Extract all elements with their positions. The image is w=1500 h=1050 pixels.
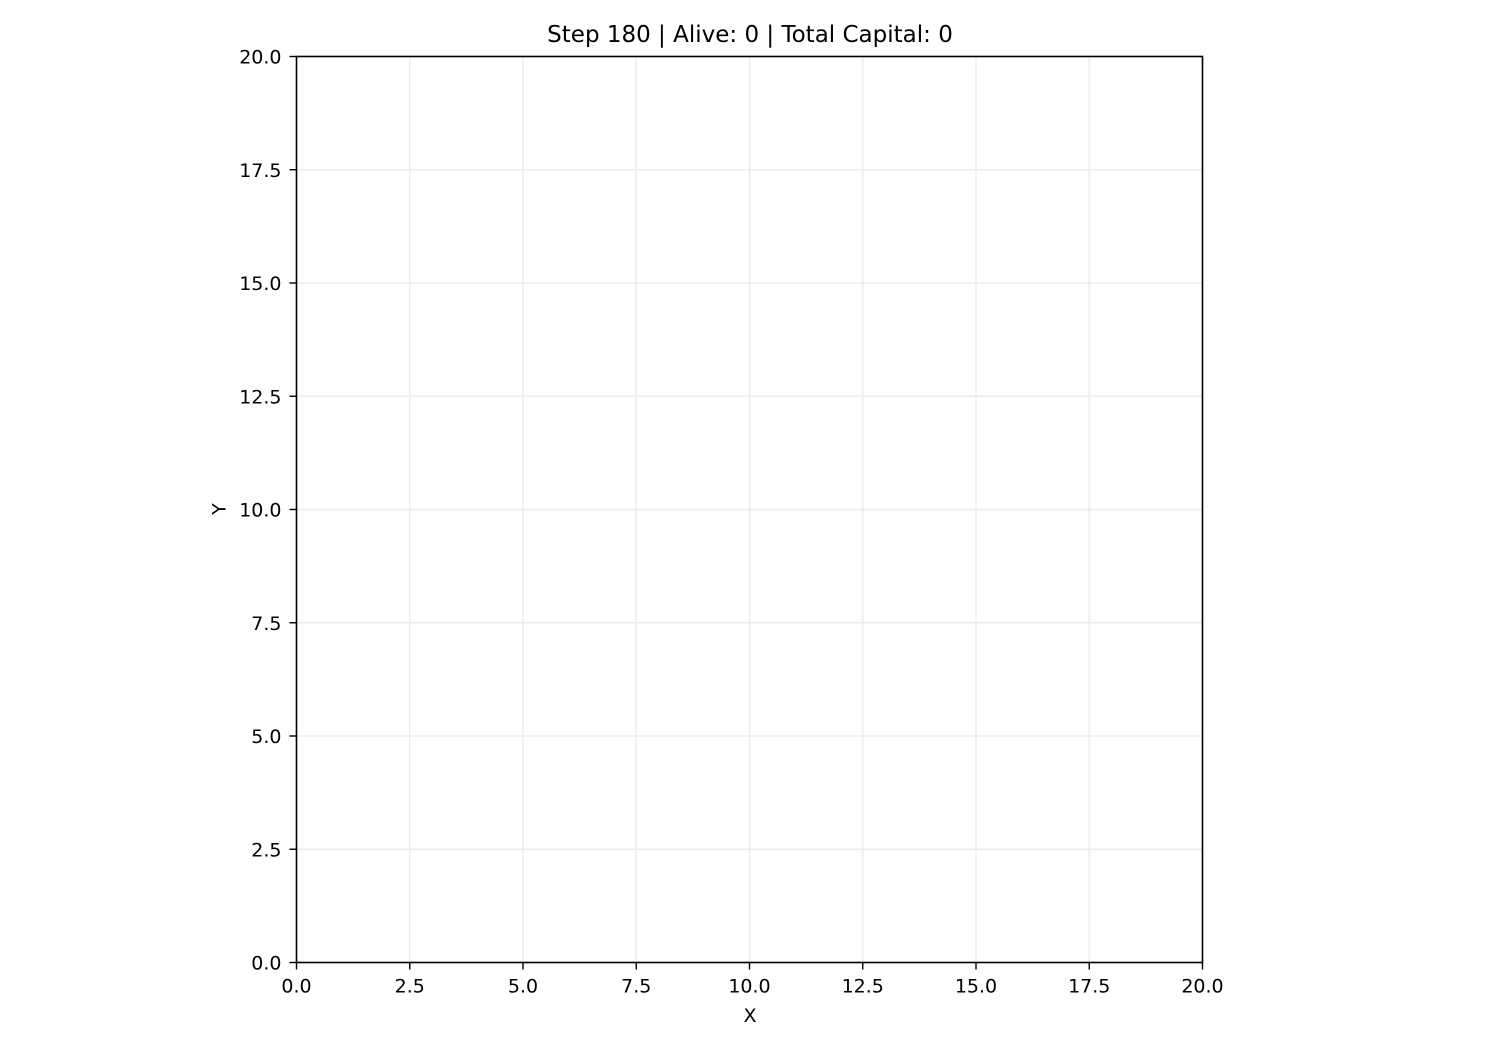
x-tick-label: 10.0	[728, 976, 770, 998]
y-tick-label: 17.5	[239, 160, 281, 182]
x-tick-label: 12.5	[842, 976, 884, 998]
x-tick-label: 20.0	[1181, 976, 1223, 998]
x-axis-ticks: 0.0 2.5 5.0 7.5 10.0 12.5 15.0 17.5 20.0	[281, 962, 1224, 998]
y-tick-label: 12.5	[239, 386, 281, 408]
chart-title: Step 180 | Alive: 0 | Total Capital: 0	[547, 22, 953, 48]
x-tick-label: 2.5	[395, 976, 425, 998]
y-axis-ticks: 0.0 2.5 5.0 7.5 10.0 12.5 15.0 17.5 20.0	[239, 47, 297, 975]
y-tick-label: 10.0	[239, 500, 281, 522]
y-tick-label: 0.0	[251, 953, 281, 975]
y-tick-label: 2.5	[251, 839, 281, 861]
y-tick-label: 15.0	[239, 273, 281, 295]
y-tick-label: 5.0	[251, 726, 281, 748]
x-tick-label: 5.0	[508, 976, 538, 998]
x-tick-label: 0.0	[281, 976, 311, 998]
y-axis-label: Y	[209, 503, 231, 516]
x-tick-label: 15.0	[955, 976, 997, 998]
y-tick-label: 7.5	[251, 613, 281, 635]
x-tick-label: 7.5	[621, 976, 651, 998]
x-axis-label: X	[743, 1005, 756, 1027]
y-tick-label: 20.0	[239, 47, 281, 69]
x-tick-label: 17.5	[1068, 976, 1110, 998]
